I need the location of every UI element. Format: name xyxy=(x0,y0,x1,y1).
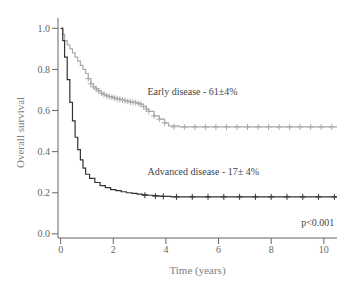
svg-text:0.2: 0.2 xyxy=(38,187,51,198)
svg-text:10: 10 xyxy=(319,244,329,255)
svg-text:0: 0 xyxy=(58,244,63,255)
svg-text:Time (years): Time (years) xyxy=(169,264,225,277)
svg-text:2: 2 xyxy=(111,244,116,255)
svg-text:1.0: 1.0 xyxy=(38,23,51,34)
svg-text:p<0.001: p<0.001 xyxy=(301,217,334,228)
svg-text:0.4: 0.4 xyxy=(38,146,51,157)
svg-text:6: 6 xyxy=(216,244,221,255)
svg-text:Overall survival: Overall survival xyxy=(14,97,26,168)
svg-text:Early disease - 61±4%: Early disease - 61±4% xyxy=(147,86,237,97)
svg-text:0.0: 0.0 xyxy=(38,228,51,239)
svg-text:4: 4 xyxy=(163,244,168,255)
svg-text:0.6: 0.6 xyxy=(38,105,51,116)
svg-text:Advanced disease - 17± 4%: Advanced disease - 17± 4% xyxy=(147,166,259,177)
svg-text:8: 8 xyxy=(269,244,274,255)
svg-text:0.8: 0.8 xyxy=(38,64,51,75)
